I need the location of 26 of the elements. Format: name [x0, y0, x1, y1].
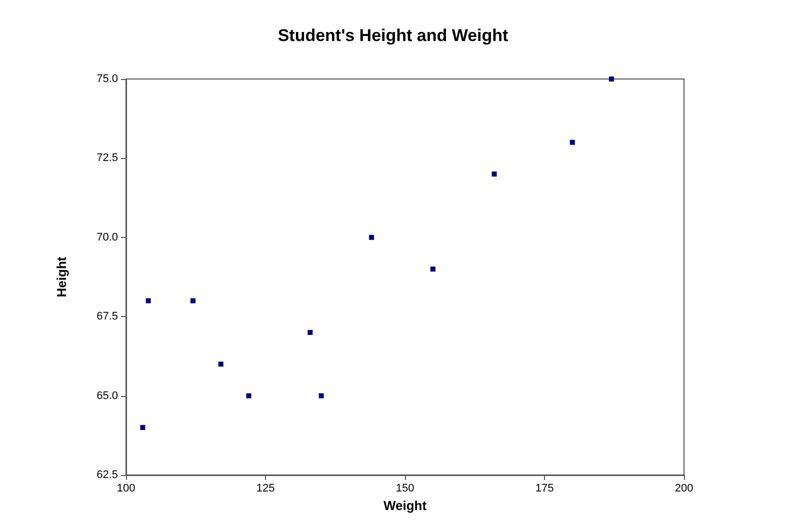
point — [190, 298, 196, 304]
point — [608, 76, 614, 82]
point — [308, 330, 313, 335]
y-tick-label: 70.0 — [96, 231, 118, 244]
chart-title: Student's Height and Weight — [278, 26, 509, 45]
point — [492, 172, 497, 177]
point — [246, 393, 252, 398]
y-tick-label: 72.5 — [96, 152, 118, 164]
x-axis-title: Weight — [383, 498, 428, 513]
point — [140, 424, 146, 430]
y-tick-label: 65.0 — [96, 390, 118, 402]
point — [570, 140, 575, 145]
y-tick-label: 67.5 — [96, 310, 118, 323]
x-tick-label: 125 — [256, 482, 275, 494]
point — [218, 362, 224, 367]
y-axis-title: Height — [54, 256, 69, 298]
point — [146, 298, 151, 304]
point — [430, 266, 436, 272]
x-tick-label: 175 — [535, 482, 554, 494]
y-tick-label: 75.0 — [96, 73, 118, 85]
x-tick-label: 100 — [116, 482, 136, 494]
point — [318, 393, 324, 398]
x-tick-label: 150 — [396, 482, 414, 494]
x-tick-label: 200 — [674, 482, 694, 494]
y-tick-label: 62.5 — [96, 469, 118, 481]
point — [369, 234, 374, 240]
